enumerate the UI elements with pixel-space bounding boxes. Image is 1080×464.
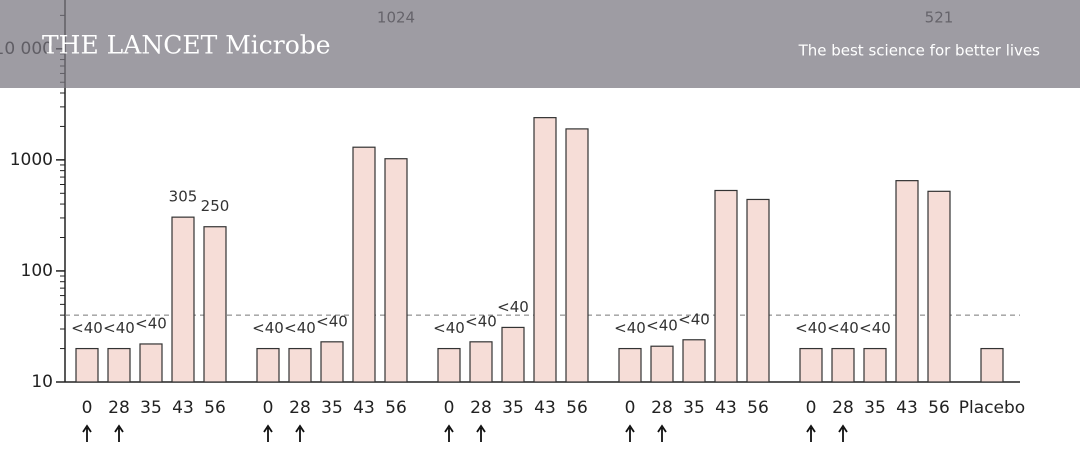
x-tick-label: 28 xyxy=(651,398,673,418)
x-tick-label: 28 xyxy=(470,398,492,418)
x-tick-label: 56 xyxy=(385,398,407,418)
dose-arrow xyxy=(263,424,273,442)
bar xyxy=(714,189,738,383)
value-label: <40 xyxy=(316,312,348,330)
bar xyxy=(863,347,887,383)
bar xyxy=(682,339,706,383)
x-tick-label: 28 xyxy=(289,398,311,418)
bar xyxy=(927,190,951,383)
bar xyxy=(352,146,376,383)
bar xyxy=(171,216,195,383)
x-tick-label: 56 xyxy=(928,398,950,418)
value-label: <40 xyxy=(614,319,646,337)
x-tick-label: 43 xyxy=(353,398,375,418)
value-label: <40 xyxy=(795,319,827,337)
bar xyxy=(799,347,823,383)
x-tick-label: 35 xyxy=(140,398,162,418)
bar xyxy=(256,347,280,383)
y-tick-label: 1000 xyxy=(10,150,53,170)
x-tick-label: 28 xyxy=(108,398,130,418)
bar xyxy=(107,347,131,383)
bar xyxy=(320,341,344,383)
y-tick-label: 100 xyxy=(21,261,53,281)
x-tick-label: 28 xyxy=(832,398,854,418)
bar xyxy=(437,347,461,383)
dose-arrow xyxy=(114,424,124,442)
x-tick-label: 56 xyxy=(204,398,226,418)
bar xyxy=(384,158,408,383)
bar xyxy=(501,326,525,383)
value-label: <40 xyxy=(135,314,167,332)
value-label: 305 xyxy=(169,188,198,206)
value-label: <40 xyxy=(103,319,135,337)
value-label: <40 xyxy=(465,312,497,330)
x-tick-label: 0 xyxy=(625,398,636,418)
value-label: <40 xyxy=(252,319,284,337)
value-label: <40 xyxy=(827,319,859,337)
x-tick-label: 43 xyxy=(172,398,194,418)
value-label: 250 xyxy=(201,197,230,215)
dose-arrow xyxy=(838,424,848,442)
dose-arrow xyxy=(476,424,486,442)
dose-arrow xyxy=(295,424,305,442)
x-tick-label: 56 xyxy=(566,398,588,418)
dose-arrow xyxy=(806,424,816,442)
bar xyxy=(980,347,1004,383)
value-label: <40 xyxy=(284,319,316,337)
dose-arrow xyxy=(657,424,667,442)
dose-arrow xyxy=(625,424,635,442)
bar xyxy=(618,347,642,383)
banner-title: THE LANCET Microbe xyxy=(42,31,331,60)
x-tick-label: 43 xyxy=(896,398,918,418)
x-tick-label: Placebo xyxy=(959,398,1025,418)
x-tick-label: 35 xyxy=(864,398,886,418)
bar xyxy=(650,345,674,383)
bar xyxy=(469,341,493,383)
x-tick-label: 43 xyxy=(534,398,556,418)
x-tick-label: 43 xyxy=(715,398,737,418)
x-tick-label: 0 xyxy=(263,398,274,418)
value-label: <40 xyxy=(71,319,103,337)
bar xyxy=(203,226,227,383)
x-tick-label: 0 xyxy=(444,398,455,418)
value-label: <40 xyxy=(433,319,465,337)
bar xyxy=(139,343,163,383)
x-tick-label: 35 xyxy=(683,398,705,418)
x-tick-label: 35 xyxy=(502,398,524,418)
bar xyxy=(895,180,919,383)
plot: 10100100010 0000<4028<4035<4043305562500… xyxy=(0,0,1025,442)
bar xyxy=(75,347,99,383)
banner-tagline: The best science for better lives xyxy=(798,42,1041,60)
x-tick-label: 0 xyxy=(806,398,817,418)
x-tick-label: 35 xyxy=(321,398,343,418)
x-tick-label: 56 xyxy=(747,398,769,418)
bar xyxy=(565,128,589,383)
banner xyxy=(0,0,1080,88)
value-label: <40 xyxy=(497,298,529,316)
bar xyxy=(533,117,557,383)
y-tick-label: 10 xyxy=(31,372,53,392)
bar xyxy=(288,347,312,383)
value-label: <40 xyxy=(646,317,678,335)
dose-arrow xyxy=(82,424,92,442)
dose-arrow xyxy=(444,424,454,442)
value-label: <40 xyxy=(678,310,710,328)
value-label: <40 xyxy=(859,319,891,337)
bar xyxy=(831,347,855,383)
bar xyxy=(746,198,770,383)
x-tick-label: 0 xyxy=(82,398,93,418)
